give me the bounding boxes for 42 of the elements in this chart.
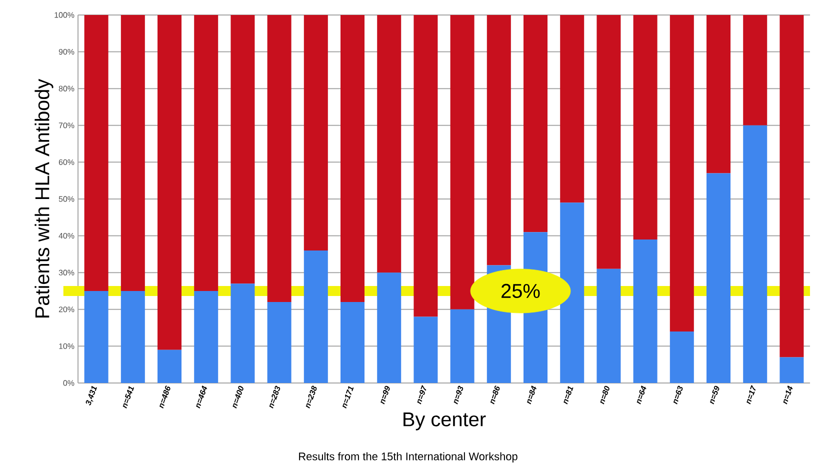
bar: [340, 302, 365, 383]
bar: [743, 14, 768, 126]
bar: [158, 350, 182, 383]
bar: [304, 250, 328, 383]
bar: [743, 125, 768, 383]
bar: [304, 14, 328, 251]
bar: [84, 290, 108, 383]
bar: [560, 202, 584, 383]
bar: [670, 14, 694, 332]
bar: [230, 14, 255, 284]
x-axis-title: By center: [404, 412, 486, 430]
ref-line-label: 25%: [502, 284, 540, 298]
bar: [596, 268, 621, 383]
bar: [706, 173, 731, 383]
bar: [670, 331, 694, 383]
bar: [340, 14, 365, 302]
bar: [377, 14, 402, 273]
y-axis-title: Patients with HLA Antibody: [34, 78, 54, 318]
bar: [706, 14, 731, 174]
bar: [524, 14, 548, 232]
bar: [780, 357, 804, 383]
bar: [560, 14, 584, 203]
bar: [414, 14, 438, 317]
bar: [414, 316, 438, 383]
bar: [158, 14, 182, 350]
text: Results from the 15th International Workshop: [299, 452, 518, 462]
bar: [450, 14, 474, 310]
bar: [84, 14, 108, 291]
bar: [267, 302, 292, 383]
bar: [486, 14, 511, 266]
bar: [194, 290, 218, 383]
bar: [230, 284, 255, 383]
bar: [267, 14, 292, 302]
bar: [780, 14, 804, 358]
bar: [450, 309, 474, 383]
bar: [194, 14, 218, 291]
bar: [596, 14, 621, 269]
bar: [377, 272, 402, 383]
bar: [120, 290, 145, 383]
bar: [633, 239, 658, 383]
bar: [120, 14, 145, 291]
bar: [633, 14, 658, 240]
